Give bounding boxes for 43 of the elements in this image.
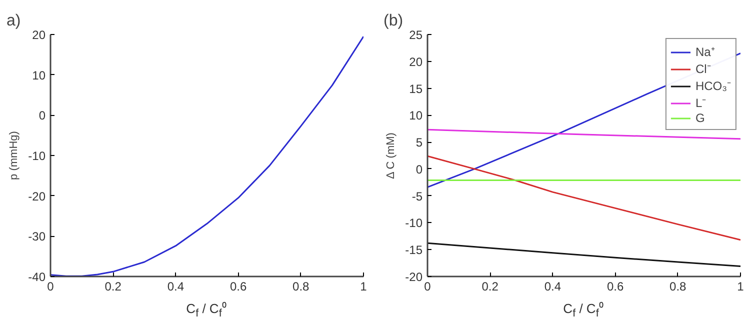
y-tick-label: 20 [32, 28, 46, 42]
y-axis-title: p (mmHg) [8, 131, 20, 180]
y-tick-label: -20 [405, 270, 423, 284]
y-axis-title: Δ C (mM) [385, 132, 398, 180]
x-tick-label: 0.4 [167, 280, 184, 294]
x-tick-label: 0.6 [230, 280, 247, 294]
y-tick-label: 10 [32, 68, 46, 82]
y-tick-label: -20 [28, 189, 46, 204]
x-tick-label: 0.8 [292, 280, 310, 294]
legend-label: Na⁺ [695, 44, 716, 60]
y-tick-label: 0 [416, 162, 423, 176]
y-tick-label: -5 [412, 189, 423, 204]
x-tick-label: 0.2 [104, 280, 122, 294]
x-tick-label: 0.2 [482, 280, 499, 294]
y-tick-label: -40 [28, 270, 46, 284]
x-tick-label: 1 [737, 280, 744, 294]
line-series [428, 242, 740, 268]
y-tick-label: -10 [405, 216, 423, 230]
y-tick-label: 10 [409, 108, 423, 123]
chart-title: a) [6, 12, 21, 30]
x-axis-title: C$_{f}$ / C$_{f}$⁰ [186, 301, 227, 321]
legend-label: HCO₃⁻ [695, 78, 731, 94]
y-tick-label: -10 [28, 149, 46, 163]
legend-label: G [695, 111, 706, 125]
line-series [428, 155, 740, 241]
x-tick-label: 0.4 [544, 280, 562, 294]
y-tick-label: 15 [409, 82, 423, 96]
y-tick-label: 5 [416, 136, 423, 150]
y-tick-label: -30 [28, 230, 46, 244]
y-tick-label: 25 [409, 28, 423, 42]
y-tick-label: -15 [405, 243, 423, 258]
chart-title: (b) [384, 12, 404, 30]
legend-label: Cl⁻ [695, 61, 712, 77]
x-tick-label: 0 [424, 280, 432, 294]
x-tick-label: 0.6 [606, 280, 624, 294]
x-tick-label: 1 [360, 280, 368, 294]
line-series [50, 36, 364, 276]
x-tick-label: 0.8 [670, 280, 687, 294]
x-tick-label: 0 [47, 280, 54, 294]
legend-label: L⁻ [695, 95, 708, 111]
y-tick-label: 20 [409, 54, 423, 69]
x-axis-title: C$_{f}$ / C$_{f}$⁰ [563, 301, 604, 321]
y-tick-label: 0 [38, 108, 46, 123]
